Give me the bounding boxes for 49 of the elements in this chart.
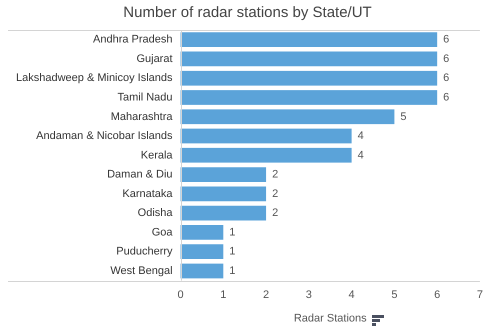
data-label: 4 <box>358 149 364 162</box>
y-tick-label: Daman & Diu <box>107 168 173 181</box>
data-label: 2 <box>272 168 278 181</box>
y-tick-label: Gujarat <box>136 52 173 65</box>
bar <box>180 70 438 86</box>
x-tick-label: 6 <box>434 289 440 302</box>
bar <box>180 244 224 260</box>
bar <box>180 109 394 124</box>
bar <box>180 128 352 144</box>
data-label: 6 <box>443 52 450 65</box>
bar <box>180 148 352 163</box>
y-tick-label: Karnataka <box>122 188 174 200</box>
x-tick-label: 3 <box>306 289 312 302</box>
x-tick-label: 2 <box>263 289 270 302</box>
x-tick-label: 1 <box>220 289 226 302</box>
bar <box>180 90 438 105</box>
data-label: 2 <box>272 207 278 220</box>
bar <box>180 206 266 221</box>
y-tick-label: Andaman & Nicobar Islands <box>36 130 174 142</box>
bar <box>180 167 266 182</box>
x-tick-label: 5 <box>391 289 398 302</box>
y-tick-label: Lakshadweep & Minicoy Islands <box>16 72 174 84</box>
y-tick-label: Maharashtra <box>110 110 174 123</box>
y-tick-label: Andhra Pradesh <box>93 34 173 46</box>
bar <box>180 186 266 202</box>
x-tick-label: 0 <box>177 289 184 302</box>
data-label: 5 <box>400 110 407 123</box>
data-label: 4 <box>358 130 364 142</box>
chart-title: Number of radar stations by State/UT <box>123 4 372 22</box>
bar <box>180 264 224 278</box>
bar <box>180 32 438 48</box>
data-label: 2 <box>272 188 278 200</box>
y-tick-label: Tamil Nadu <box>118 92 173 104</box>
data-label: 6 <box>443 72 450 84</box>
x-tick-label: 7 <box>476 289 484 302</box>
data-label: 6 <box>443 34 450 46</box>
x-axis-title: Radar Stations <box>294 312 368 324</box>
data-label: 6 <box>443 92 450 104</box>
y-tick-label: Puducherry <box>116 246 174 258</box>
y-tick-label: West Bengal <box>110 264 173 277</box>
data-label: 1 <box>229 226 236 238</box>
data-label: 1 <box>229 264 236 277</box>
x-tick-label: 4 <box>348 289 355 302</box>
data-label: 1 <box>229 246 236 258</box>
bar <box>180 225 224 240</box>
y-tick-label: Goa <box>152 226 174 238</box>
bar <box>180 52 438 66</box>
y-tick-label: Kerala <box>140 149 174 162</box>
y-tick-label: Odisha <box>138 207 174 220</box>
